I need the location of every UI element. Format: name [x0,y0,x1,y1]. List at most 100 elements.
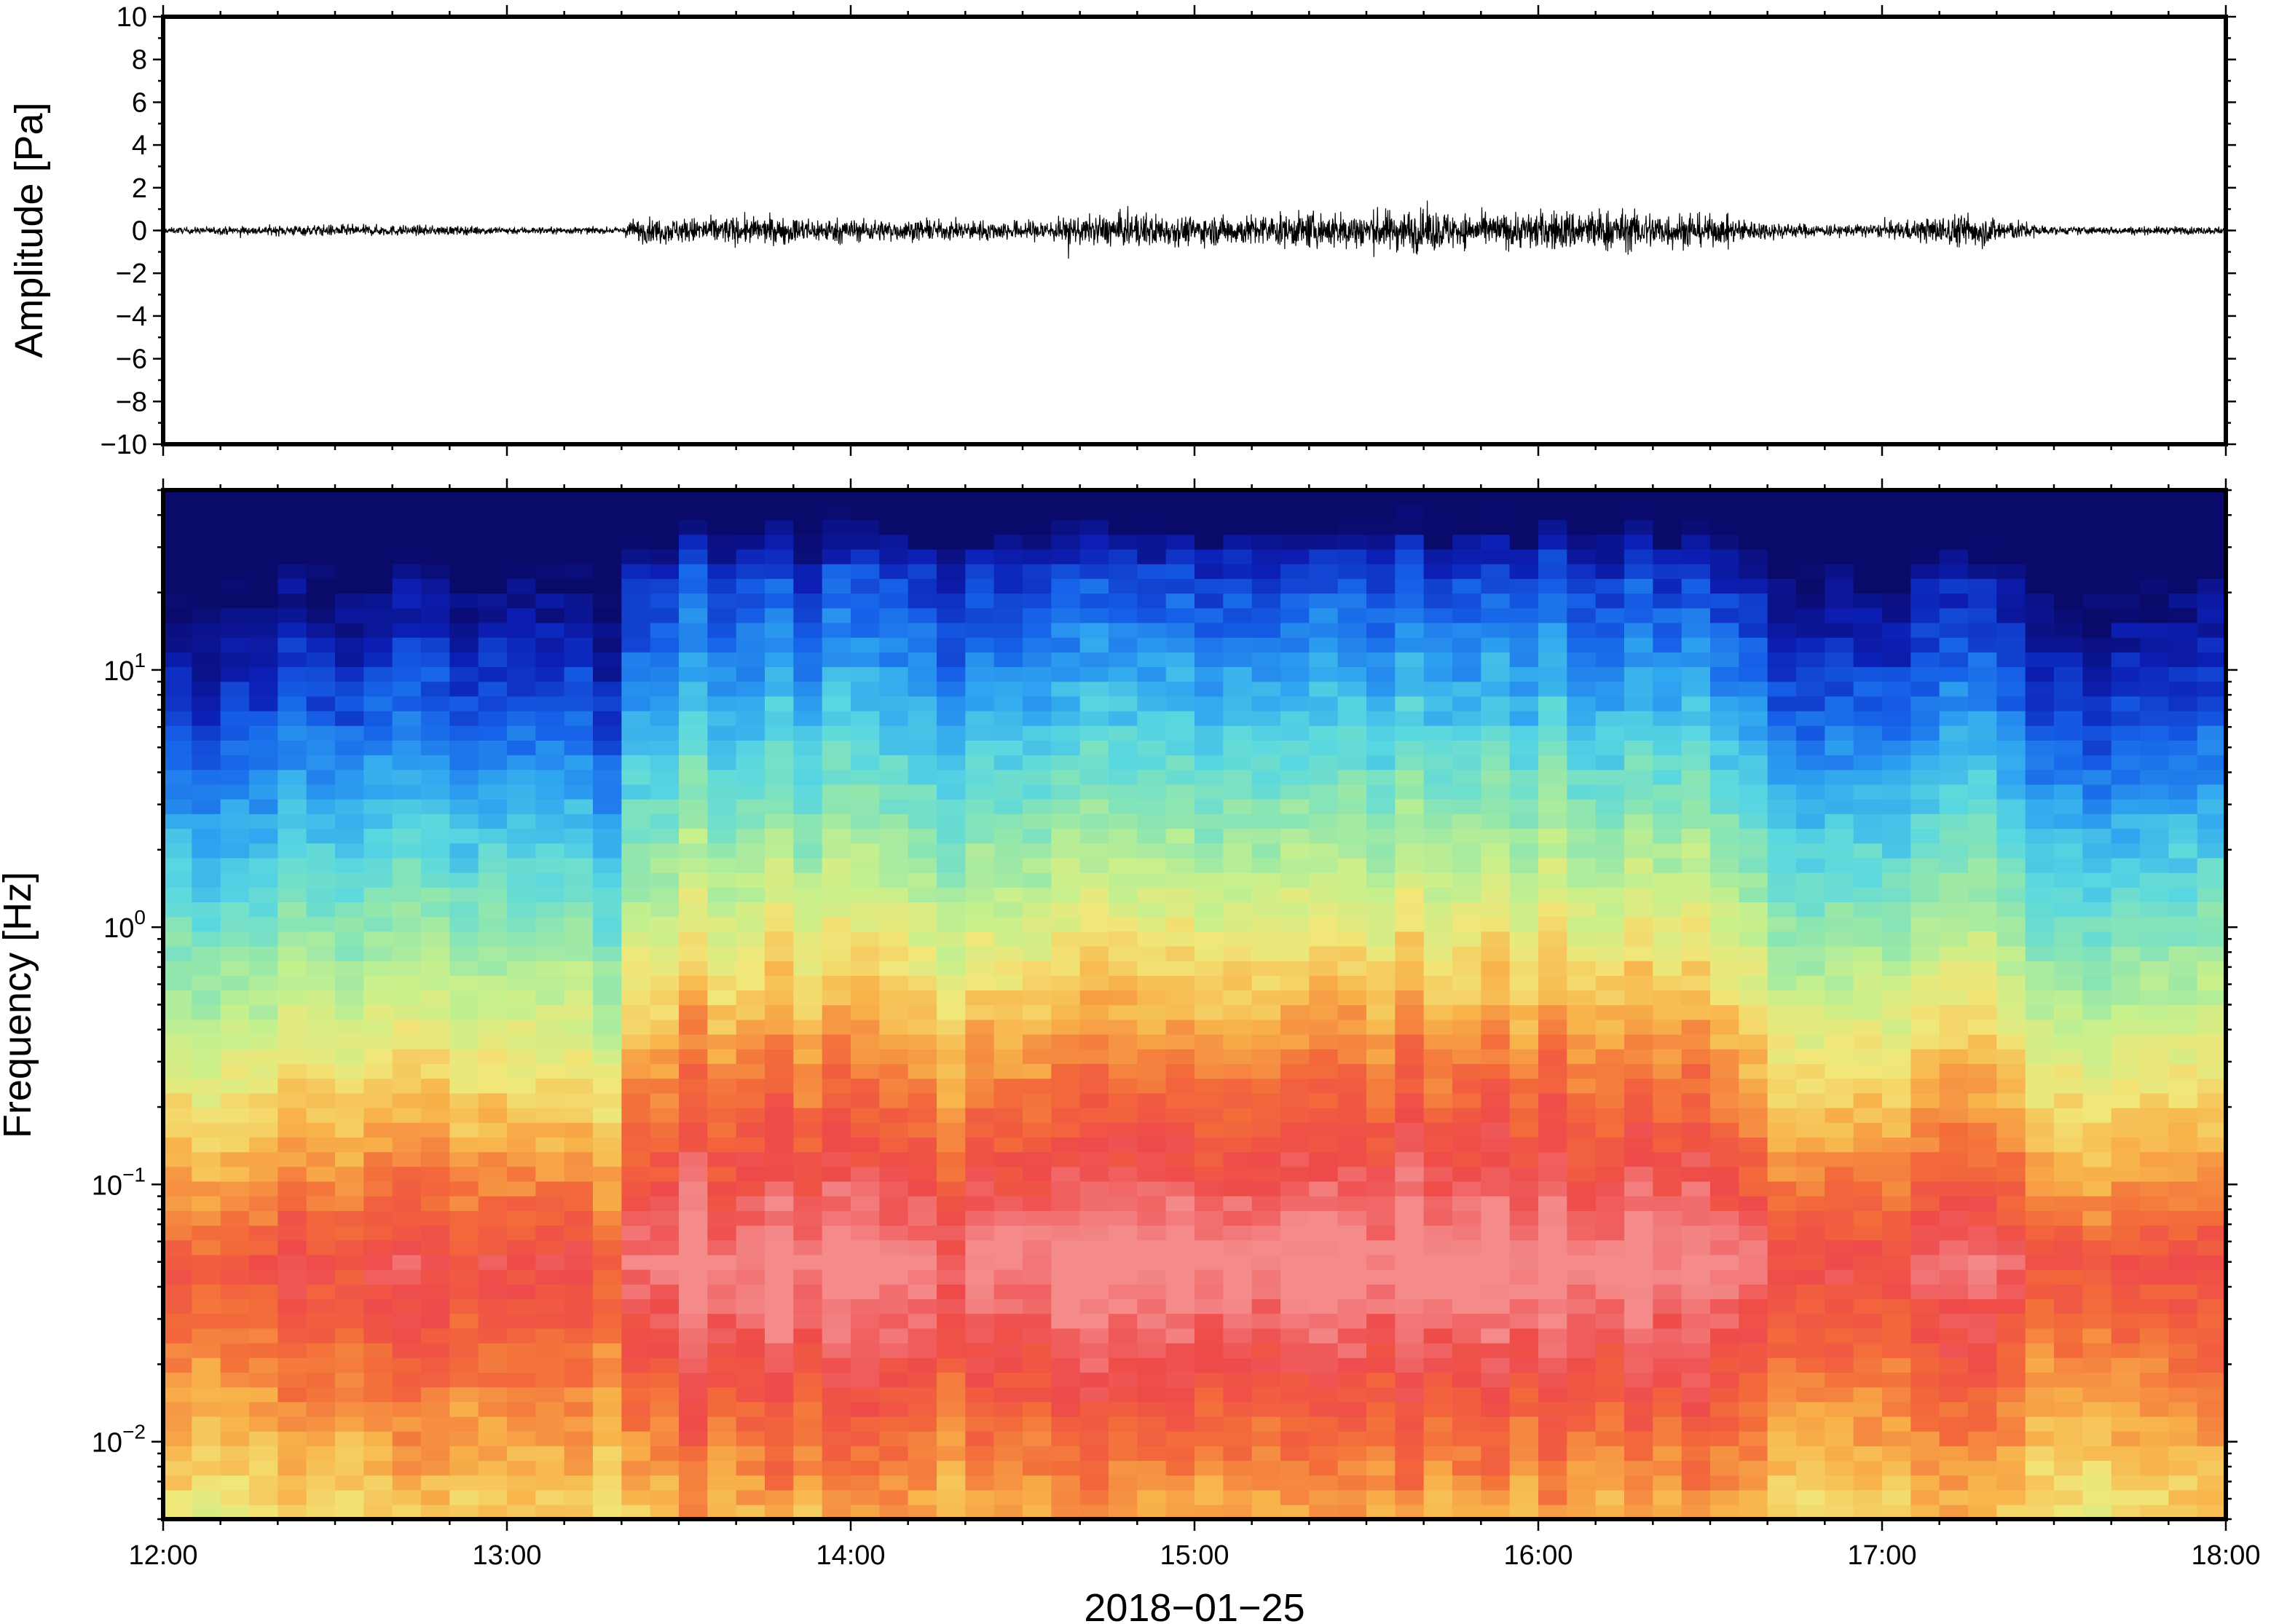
spectrogram-cell [306,593,336,609]
spectrogram-cell [278,695,307,712]
spectrogram-cell [1023,916,1052,932]
spectrogram-cell [621,1446,651,1462]
spectrogram-cell [965,622,995,638]
spectrogram-cell [1910,1328,1940,1344]
spectrogram-cell [1337,1225,1367,1241]
spectrogram-cell [1337,902,1367,918]
spectrogram-cell [1538,593,1568,609]
spectrogram-cell [1509,1092,1539,1108]
spectrogram-cell [1423,1122,1453,1138]
spectrogram-cell [1825,1092,1854,1108]
spectrogram-cell [163,695,193,712]
spectrogram-cell [621,1475,651,1491]
spectrogram-cell [965,740,995,756]
spectrogram-cell [1939,1298,1969,1314]
spectrogram-cell [736,887,765,902]
spectrogram-cell [822,607,851,623]
spectrogram-cell [1538,1239,1568,1256]
spectrogram-cell [1710,769,1740,785]
spectrogram-cell [163,1430,193,1446]
spectrogram-cell [1309,1225,1339,1241]
spectrogram-cell [1079,1004,1109,1020]
spectrogram-cell [535,931,565,947]
spectrogram-cell [707,681,737,697]
spectrogram-cell [192,593,221,609]
spectrogram-cell [1567,1004,1597,1020]
spectrogram-cell [1423,1225,1453,1241]
spectrogram-cell [1882,1063,1912,1079]
spectrogram-cell [1251,1372,1281,1388]
spectrogram-cell [621,534,651,550]
spectrogram-cell [421,828,451,844]
spectrogram-cell [908,1284,937,1300]
spectrogram-cell [363,1033,393,1049]
spectrogram-cell [1509,1078,1539,1094]
spectrogram-cell [335,1180,365,1197]
spectrogram-cell [650,960,680,976]
spectrogram-cell [1194,1151,1224,1167]
spectrogram-cell [879,1460,909,1476]
spectrogram-cell [1137,1225,1167,1241]
spectrogram-cell [1739,1137,1768,1153]
spectrogram-cell [1910,695,1940,712]
spectrogram-cell [1538,916,1568,932]
spectrogram-cell [1939,769,1969,785]
spectrogram-cell [220,1063,250,1079]
spectrogram-cell [1280,960,1310,976]
spectrogram-cell [1853,1475,1883,1491]
spectrogram-cell [2054,945,2084,961]
spectrogram-cell [1452,813,1482,829]
spectrogram-cell [192,931,221,947]
spectrogram-cell [1853,1401,1883,1417]
spectrogram-cell [1251,769,1281,785]
spectrogram-cell [1366,1180,1396,1197]
spectrogram-cell [2111,945,2141,961]
spectrogram-cell [679,769,709,785]
spectrogram-cell [1051,990,1081,1006]
spectrogram-cell [793,710,823,726]
spectrogram-cell [736,1180,765,1197]
spectrogram-cell [507,1137,537,1153]
spectrogram-cell [278,563,307,579]
spectrogram-cell [1996,887,2026,902]
spectrogram-cell [1681,534,1711,550]
spectrogram-cell [220,769,250,785]
spectrogram-cell [879,1225,909,1241]
spectrogram-cell [1165,1298,1195,1314]
spectrogram-cell [1109,710,1138,726]
spectrogram-cell [593,725,623,741]
spectrogram-cell [707,828,737,844]
spectrogram-cell [1538,710,1568,726]
spectrogram-cell [1452,1387,1482,1403]
spectrogram-cell [1882,843,1912,859]
spectrogram-cell [765,798,795,814]
spectrogram-cell [1395,1137,1425,1153]
spectrogram-cell [1853,872,1883,888]
spectrogram-cell [593,798,623,814]
spectrogram-cell [621,1328,651,1344]
spectrogram-cell [363,857,393,873]
spectrogram-cell [1882,607,1912,623]
spectrogram-cell [478,1254,508,1270]
spectrogram-cell [1194,666,1224,682]
spectrogram-cell [1767,872,1797,888]
spectrogram-cell [1280,1328,1310,1344]
spectrogram-cell [1223,1298,1253,1314]
spectrogram-cell [679,548,709,564]
spectrogram-cell [707,945,737,961]
spectrogram-cell [507,1180,537,1197]
spectrogram-cell [679,652,709,668]
spectrogram-cell [1481,990,1511,1006]
spectrogram-cell [1165,593,1195,609]
spectrogram-cell [478,1387,508,1403]
spectrogram-cell [306,1387,336,1403]
spectrogram-cell [1567,652,1597,668]
spectrogram-cell [965,725,995,741]
spectrogram-cell [650,1416,680,1432]
spectrogram-cell [2111,784,2141,800]
spectrogram-cell [1194,1063,1224,1079]
spectrogram-cell [679,534,709,550]
spectrogram-cell [421,1328,451,1344]
spectrogram-cell [192,902,221,918]
spectrogram-cell [1538,931,1568,947]
